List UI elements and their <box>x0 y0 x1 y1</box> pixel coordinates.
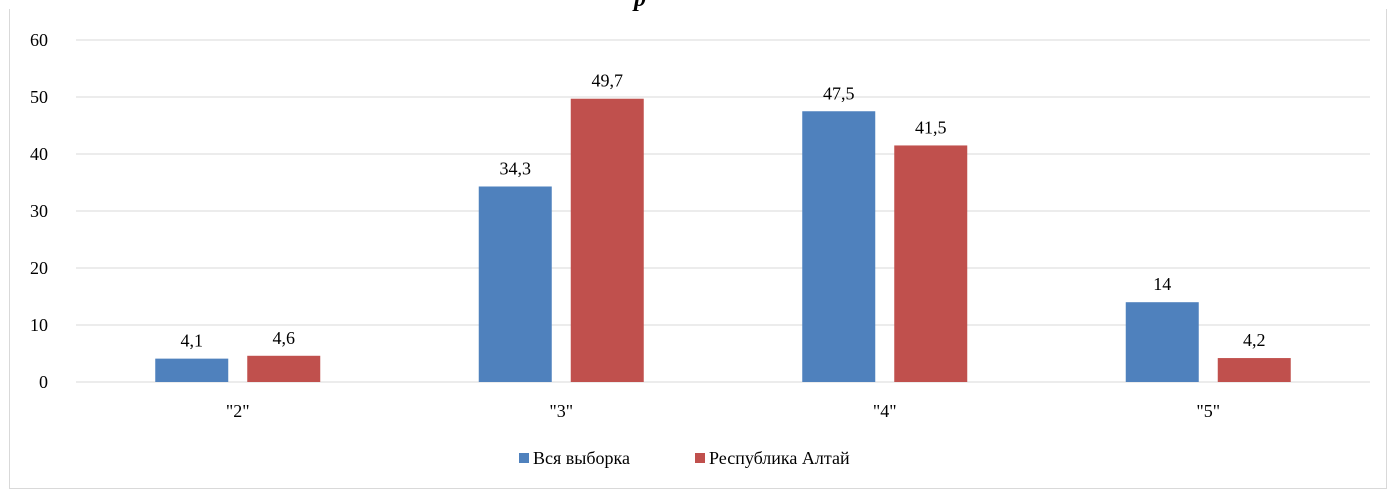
x-category-label: "2" <box>226 401 250 421</box>
data-label: 34,3 <box>500 158 532 178</box>
bars <box>155 98 1291 383</box>
bar-series1-0 <box>155 358 229 382</box>
y-tick-label: 20 <box>30 258 48 278</box>
y-tick-label: 60 <box>30 30 48 50</box>
y-tick-label: 30 <box>30 201 48 221</box>
x-category-label: "5" <box>1196 401 1220 421</box>
bar-series1-1 <box>478 186 552 382</box>
data-label: 4,6 <box>273 328 296 348</box>
x-axis-category-labels: "2" "3" "4" "5" <box>226 401 1220 421</box>
bar-series1-2 <box>802 111 876 382</box>
y-tick-label: 0 <box>39 372 48 392</box>
bar-series1-3 <box>1125 302 1199 382</box>
y-tick-label: 10 <box>30 315 48 335</box>
legend-label: Республика Алтай <box>709 448 850 468</box>
data-label: 4,2 <box>1243 330 1266 350</box>
data-label: 4,1 <box>181 331 204 351</box>
data-label: 41,5 <box>915 117 947 137</box>
data-label: 49,7 <box>592 71 624 91</box>
legend-swatch <box>695 453 705 463</box>
bar-series2-2 <box>894 145 968 382</box>
data-label: 14 <box>1153 274 1171 294</box>
data-label: 47,5 <box>823 83 855 103</box>
legend-label: Вся выборка <box>533 448 630 468</box>
legend-swatch <box>519 453 529 463</box>
y-axis-tick-labels: 0 10 20 30 40 50 60 <box>30 30 48 392</box>
legend: Вся выборка Республика Алтай <box>519 448 850 468</box>
bar-series2-1 <box>570 98 644 383</box>
x-category-label: "4" <box>873 401 897 421</box>
chart-frame <box>9 9 1387 489</box>
x-category-label: "3" <box>549 401 573 421</box>
data-labels: 4,1 4,6 34,3 49,7 47,5 41,5 14 4,2 <box>181 71 1266 351</box>
bar-series2-3 <box>1217 358 1291 382</box>
y-tick-label: 40 <box>30 144 48 164</box>
bar-series2-0 <box>247 355 321 382</box>
chart-title: р <box>634 0 646 13</box>
y-tick-label: 50 <box>30 87 48 107</box>
